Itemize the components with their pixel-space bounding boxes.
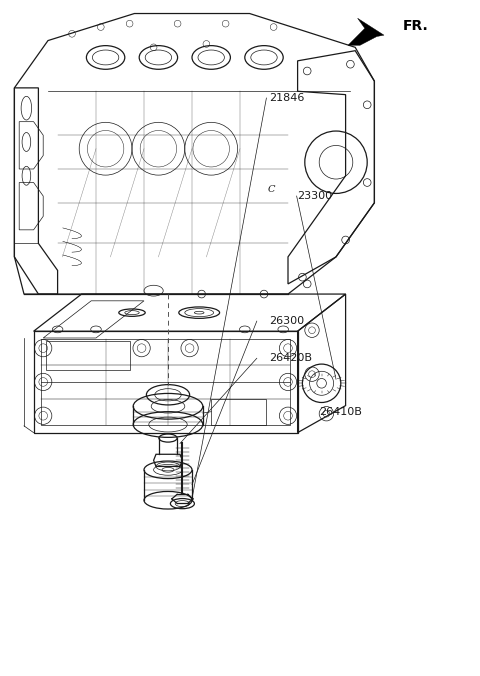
Text: 21846: 21846 <box>269 93 304 103</box>
Text: 23300: 23300 <box>298 191 333 201</box>
Text: 26410B: 26410B <box>319 408 362 417</box>
Polygon shape <box>348 18 384 45</box>
Text: 26300: 26300 <box>269 316 304 326</box>
Text: 26420B: 26420B <box>269 354 312 363</box>
Text: FR.: FR. <box>403 19 429 32</box>
Text: C: C <box>267 185 275 194</box>
